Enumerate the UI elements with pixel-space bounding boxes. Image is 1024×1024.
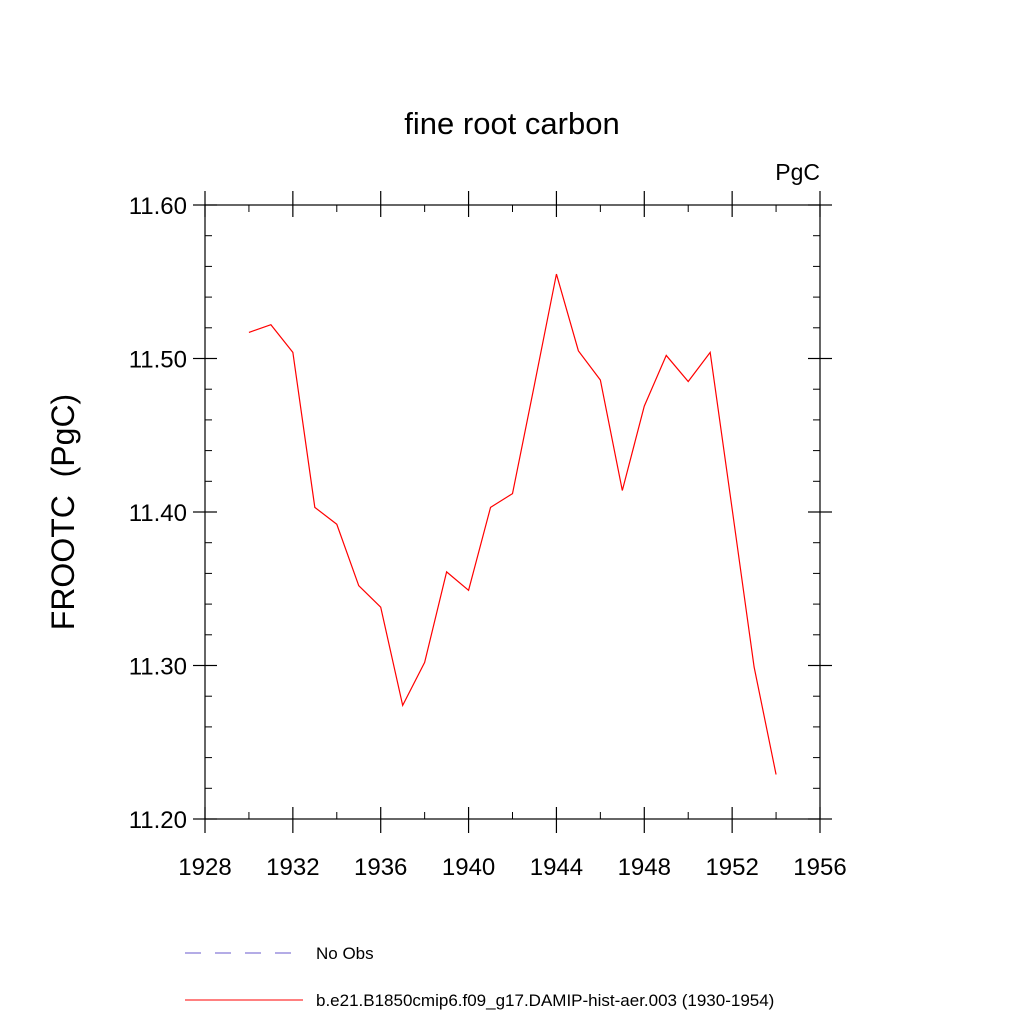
y-axis-label: FROOTC (PgC) xyxy=(45,394,81,630)
y-tick-label: 11.60 xyxy=(129,193,187,220)
series-line xyxy=(248,273,777,775)
y-tick-label: 11.40 xyxy=(129,500,187,527)
legend-label: b.e21.B1850cmip6.f09_g17.DAMIP-hist-aer.… xyxy=(316,991,774,1010)
y-tick-label: 11.20 xyxy=(129,807,187,834)
plot-frame xyxy=(204,204,821,820)
x-tick-label: 1952 xyxy=(705,854,758,881)
series-layer xyxy=(248,273,777,775)
legend-label: No Obs xyxy=(316,944,374,963)
y-axis-ticks: 11.20 11.30 11.40 11.50 11.60 xyxy=(129,193,832,834)
x-tick-label: 1944 xyxy=(530,854,583,881)
chart-title: fine root carbon xyxy=(404,106,619,141)
units-label: PgC xyxy=(775,159,820,185)
legend: No Obs b.e21.B1850cmip6.f09_g17.DAMIP-his… xyxy=(185,944,774,1010)
x-tick-label: 1956 xyxy=(793,854,846,881)
x-tick-label: 1936 xyxy=(354,854,407,881)
x-axis-ticks: 1928 1932 1936 1940 1944 1948 1952 1956 xyxy=(178,191,847,881)
x-tick-label: 1928 xyxy=(178,854,231,881)
y-tick-label: 11.50 xyxy=(129,347,187,374)
x-tick-label: 1940 xyxy=(442,854,495,881)
y-tick-label: 11.30 xyxy=(129,654,187,681)
x-tick-label: 1948 xyxy=(618,854,671,881)
x-tick-label: 1932 xyxy=(266,854,319,881)
